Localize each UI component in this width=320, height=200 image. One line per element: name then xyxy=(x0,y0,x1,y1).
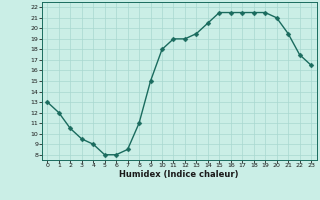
X-axis label: Humidex (Indice chaleur): Humidex (Indice chaleur) xyxy=(119,170,239,179)
